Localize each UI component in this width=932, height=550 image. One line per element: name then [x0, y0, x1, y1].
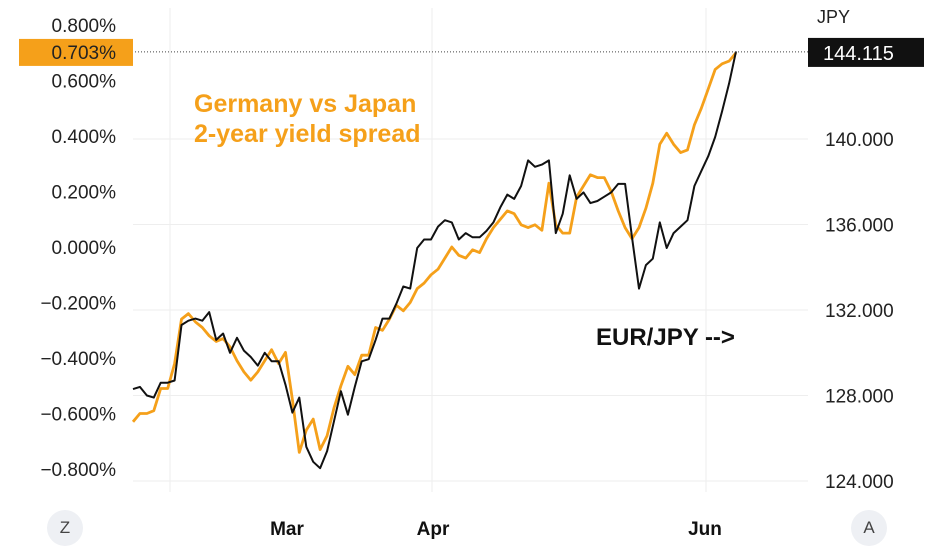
yield-spread-line	[131, 51, 738, 454]
left-tick-label: 0.000%	[52, 238, 117, 259]
right-tick-label: 128.000	[825, 387, 894, 408]
chart-title-line: Germany vs Japan	[194, 90, 416, 118]
current-eurjpy-badge	[808, 37, 924, 67]
left-tick-label: 0.200%	[52, 183, 117, 204]
right-tick-label: 132.000	[825, 301, 894, 322]
left-tick-label: −0.600%	[40, 405, 116, 426]
left-tick-label: 0.600%	[52, 72, 117, 93]
eurjpy-annotation: EUR/JPY -->	[596, 324, 735, 351]
chart-title: Germany vs Japan 2-year yield spread	[194, 90, 421, 148]
left-tick-label: 0.400%	[52, 127, 117, 148]
right-tick-label: 140.000	[825, 130, 894, 151]
right-tick-label: 124.000	[825, 472, 894, 493]
auto-scale-button[interactable]: A	[851, 510, 887, 546]
left-tick-label: 0.800%	[52, 16, 117, 37]
current-spread-badge	[19, 38, 133, 66]
right-axis-unit: JPY	[817, 7, 850, 27]
eurjpy-line	[132, 51, 737, 470]
right-tick-label: 136.000	[825, 216, 894, 237]
current-eurjpy-label: 144.115	[823, 43, 894, 65]
x-tick-label: Apr	[417, 519, 450, 540]
zoom-button[interactable]: Z	[47, 510, 83, 546]
x-tick-label: Mar	[270, 519, 304, 540]
x-axis: Mar Apr Jun	[270, 519, 722, 540]
grid	[133, 8, 808, 492]
left-tick-label: −0.800%	[40, 460, 116, 481]
left-tick-label: −0.400%	[40, 349, 116, 370]
left-tick-label: −0.200%	[40, 294, 116, 315]
chart-title-line: 2-year yield spread	[194, 120, 421, 148]
current-spread-label: 0.703%	[52, 43, 117, 64]
series	[131, 51, 738, 470]
left-axis: 0.800% 0.600% 0.400% 0.200% 0.000% −0.200% −0.…	[40, 16, 116, 481]
x-tick-label: Jun	[688, 519, 722, 540]
right-axis: 140.000 136.000 132.000 128.000 124.000	[825, 130, 894, 493]
